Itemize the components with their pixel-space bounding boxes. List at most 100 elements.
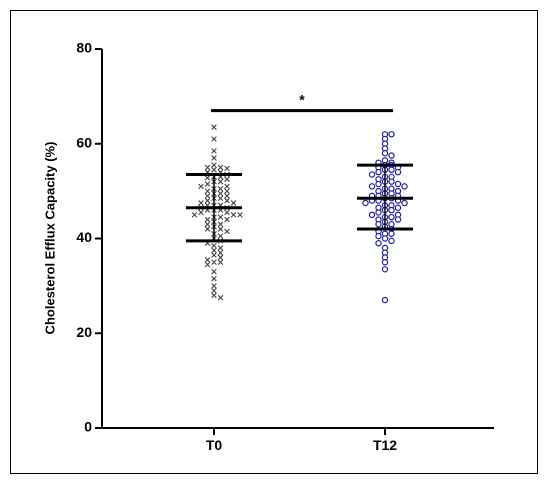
axes (101, 49, 494, 429)
y-tick-label: 60 (76, 134, 92, 150)
data-point (224, 209, 230, 216)
data-point (217, 254, 224, 261)
data-point (217, 249, 224, 256)
y-tick: 40 (76, 229, 102, 245)
data-point (217, 259, 224, 265)
y-tick-label: 20 (76, 324, 92, 340)
chart-svg: 0 20 40 60 80 T0 T12 Cholesterol Efflux Capac… (42, 40, 494, 453)
data-point (368, 183, 376, 190)
data-point (224, 228, 230, 235)
data-point (224, 197, 230, 204)
significance-star: * (299, 92, 305, 108)
y-tick-label: 40 (76, 229, 92, 245)
data-point (217, 178, 224, 185)
data-point (368, 171, 376, 178)
data-point (388, 152, 395, 159)
mean-sd-bar (357, 163, 413, 231)
data-point (375, 180, 382, 188)
significance-annotation: * (211, 92, 393, 113)
data-point (381, 296, 389, 304)
data-point (237, 212, 243, 218)
data-point (211, 259, 217, 265)
data-point (217, 164, 224, 171)
data-point (381, 150, 389, 157)
data-point (211, 162, 217, 168)
data-point (204, 216, 211, 223)
data-point (217, 190, 224, 197)
data-point (388, 213, 395, 221)
y-tick: 80 (76, 40, 102, 56)
data-point (217, 245, 224, 251)
chart-frame: 0 20 40 60 80 T0 T12 Cholesterol Efflux Capac… (10, 10, 538, 474)
data-point (401, 183, 408, 190)
data-point (362, 199, 369, 207)
data-point (211, 148, 217, 154)
data-point (217, 233, 224, 239)
data-point (394, 216, 402, 223)
data-point (224, 165, 230, 172)
data-point (388, 237, 395, 245)
data-point (211, 275, 217, 282)
data-point (211, 136, 217, 142)
data-point (224, 176, 230, 183)
data-point (204, 261, 211, 268)
y-tick: 20 (76, 324, 102, 340)
data-point (368, 211, 376, 219)
data-point (211, 292, 217, 299)
mean-sd-bar (186, 173, 242, 243)
y-tick-label: 0 (84, 419, 92, 435)
data-point (204, 193, 211, 199)
data-point (388, 206, 395, 214)
data-point (224, 188, 230, 194)
y-ticks: 0 20 40 60 80 (76, 40, 102, 435)
data-point (381, 258, 389, 266)
data-point (204, 175, 211, 181)
data-point (211, 155, 217, 161)
data-point (375, 221, 382, 228)
data-point (211, 283, 217, 289)
data-point (204, 221, 211, 228)
data-point (217, 214, 224, 220)
data-point (375, 168, 382, 176)
data-point (388, 166, 395, 174)
data-point (217, 294, 224, 301)
data-point (381, 235, 389, 242)
x-tick-label: T12 (373, 437, 397, 453)
data-point (211, 242, 217, 249)
data-point (217, 226, 224, 232)
data-point (217, 195, 224, 202)
data-point (198, 183, 204, 190)
x-tick: T0 (206, 428, 223, 453)
data-point (211, 247, 217, 254)
data-point (224, 216, 230, 223)
data-point (224, 193, 230, 199)
x-ticks: T0 T12 (206, 428, 397, 453)
data-point (388, 178, 395, 185)
data-point (375, 232, 382, 240)
data-point (211, 252, 217, 258)
data-point (388, 131, 395, 138)
data-point (211, 167, 217, 173)
data-point (204, 188, 211, 194)
data-point (230, 212, 237, 218)
data-points (191, 124, 408, 304)
data-point (211, 124, 217, 130)
mean-sd-bars (186, 163, 413, 243)
data-point (204, 164, 211, 171)
data-point (394, 168, 402, 176)
x-tick: T12 (373, 428, 397, 453)
data-point (388, 230, 395, 237)
y-tick: 0 (84, 419, 102, 435)
data-point (198, 209, 204, 216)
data-point (217, 185, 224, 192)
x-tick-label: T0 (206, 437, 223, 453)
data-point (375, 209, 382, 216)
data-point (217, 221, 224, 228)
data-point (191, 212, 198, 218)
data-point (204, 181, 211, 187)
data-point (211, 268, 217, 275)
data-point (394, 180, 402, 188)
data-point (204, 257, 211, 263)
data-point (375, 240, 382, 247)
data-point (230, 200, 237, 206)
